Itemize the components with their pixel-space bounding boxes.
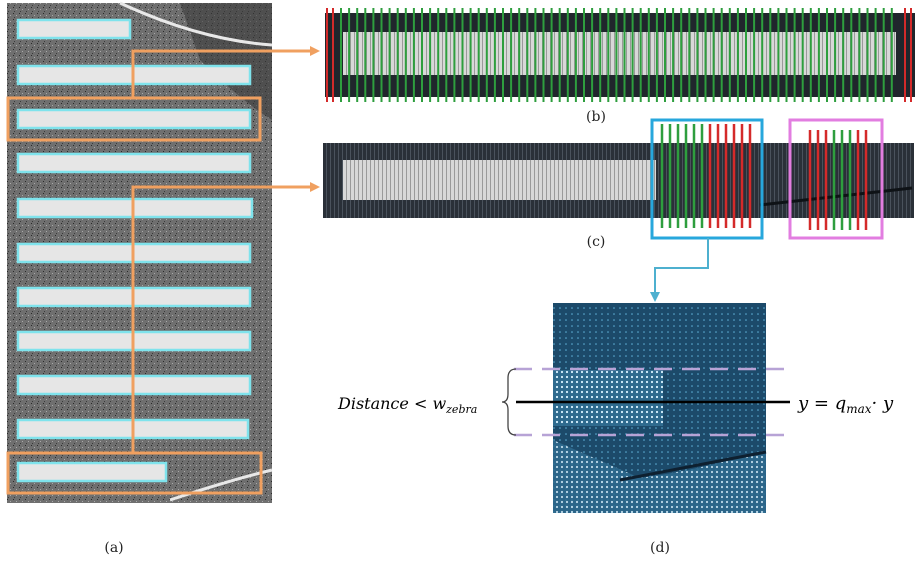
zebra-stripe-dots-region bbox=[553, 370, 663, 426]
panel-b: (b) bbox=[325, 8, 915, 125]
scan-line-group bbox=[326, 8, 912, 102]
arrowhead bbox=[650, 292, 660, 302]
connector-arrow-to-b bbox=[131, 49, 313, 98]
equation-label: y = qmax· y bbox=[797, 393, 894, 416]
curb-line bbox=[169, 468, 273, 502]
zebra-stripe-bright-region bbox=[343, 32, 896, 75]
caption-c: (c) bbox=[587, 234, 606, 250]
zebra-stripe-box bbox=[16, 152, 252, 174]
panel-d: Distance < wzebra y = qmax· y (d) bbox=[337, 303, 894, 556]
zebra-stripe-box bbox=[16, 461, 168, 483]
panel-a: (a) bbox=[6, 1, 320, 556]
zebra-stripe-box bbox=[16, 197, 254, 219]
connector-arrow-to-d bbox=[654, 238, 709, 293]
scan-line-group bbox=[660, 124, 752, 228]
selection-box-pink bbox=[788, 118, 884, 240]
distance-label: Distance < wzebra bbox=[337, 394, 477, 416]
road-edge-line bbox=[759, 186, 913, 207]
zebra-stripe-bright-region bbox=[343, 160, 656, 200]
connector-arrow-to-c bbox=[131, 185, 313, 453]
road-edge-line bbox=[619, 450, 767, 482]
curb-line bbox=[119, 1, 273, 47]
panel-c: (c) bbox=[323, 118, 914, 302]
curly-brace bbox=[501, 368, 517, 436]
arrowhead bbox=[310, 182, 320, 192]
caption-b: (b) bbox=[586, 109, 606, 125]
arrowhead bbox=[310, 46, 320, 56]
caption-d: (d) bbox=[650, 540, 670, 556]
dense-dots-region bbox=[553, 440, 766, 513]
caption-a: (a) bbox=[104, 540, 123, 556]
zebra-stripe-box bbox=[16, 18, 132, 40]
scan-line-group bbox=[808, 130, 868, 230]
zebra-stripe-box bbox=[16, 108, 252, 130]
